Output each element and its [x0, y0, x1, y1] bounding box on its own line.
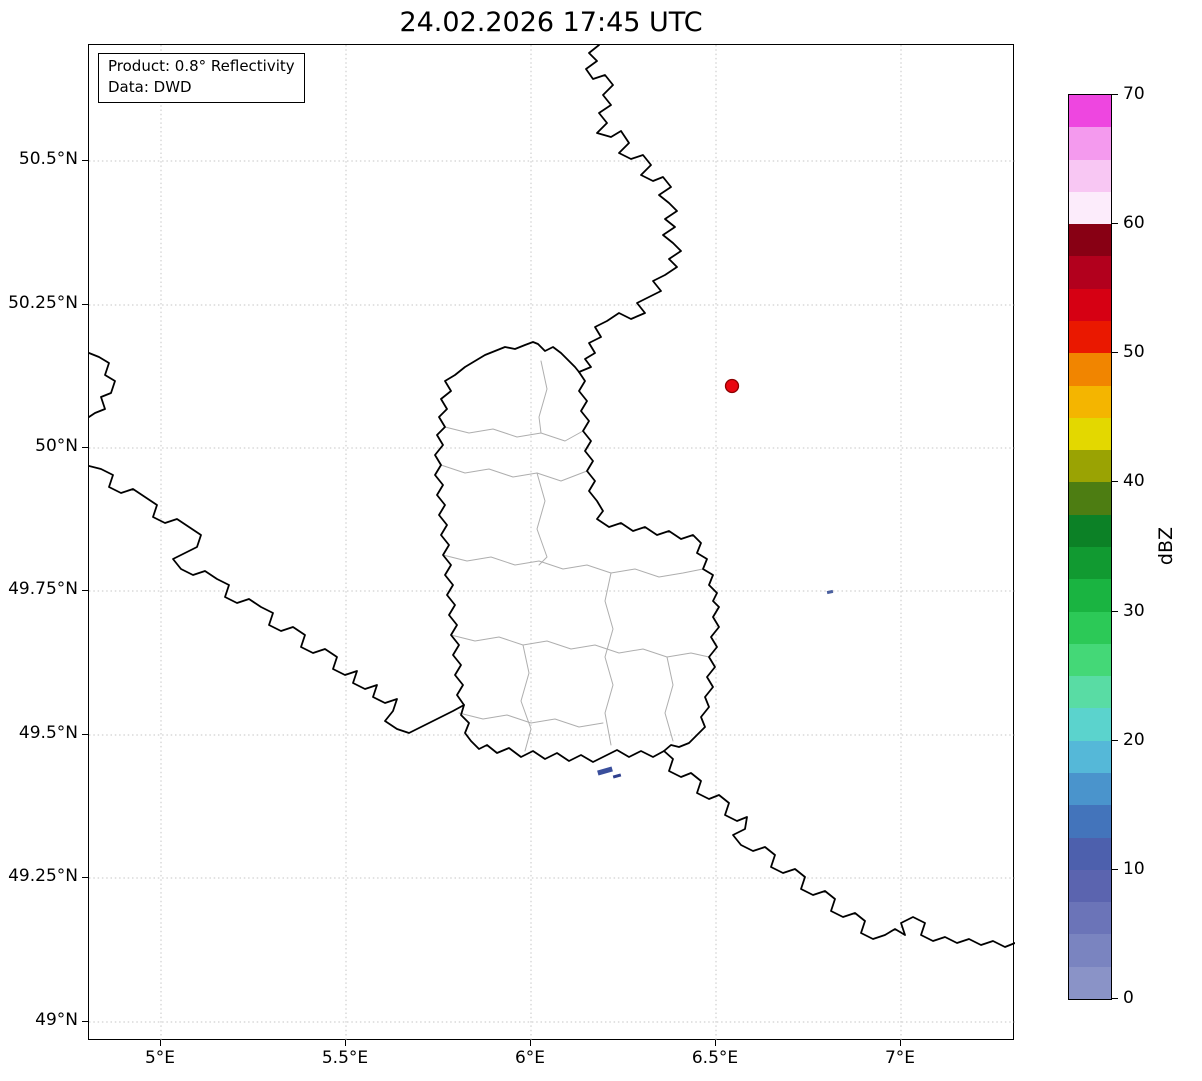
colorbar-segment: [1069, 578, 1111, 612]
belgium-germany-border: [578, 45, 682, 373]
colorbar-segment: [1069, 707, 1111, 741]
colorbar-tick-mark: [1111, 94, 1118, 95]
x-tick-mark: [900, 1040, 901, 1046]
canton-border: [442, 554, 704, 578]
info-product-line: Product: 0.8° Reflectivity: [108, 57, 295, 75]
colorbar-segment: [1069, 804, 1111, 838]
colorbar-segment: [1069, 481, 1111, 515]
france-belgium-border: [89, 465, 465, 734]
x-tick-label: 6°E: [514, 1048, 546, 1068]
plot-area: Product: 0.8° Reflectivity Data: DWD: [88, 44, 1015, 1041]
colorbar-segment: [1069, 514, 1111, 547]
colorbar-segment: [1069, 126, 1111, 160]
canton-border: [664, 656, 674, 742]
y-tick-mark: [82, 1021, 88, 1022]
canton-border: [440, 464, 588, 482]
france-germany-border: [663, 750, 1015, 948]
radar-echo-streak: [597, 766, 613, 776]
luxembourg-outline: [434, 341, 720, 763]
colorbar-segment: [1069, 417, 1111, 451]
colorbar-tick-label: 50: [1123, 342, 1145, 363]
colorbar-tick-label: 40: [1123, 471, 1145, 492]
colorbar-tick-label: 20: [1123, 729, 1145, 750]
colorbar-segment: [1069, 610, 1111, 644]
y-tick-mark: [82, 160, 88, 161]
y-tick-label: 50.25°N: [8, 293, 78, 313]
colorbar-segment: [1069, 191, 1111, 225]
plot-title: 24.02.2026 17:45 UTC: [399, 7, 703, 38]
x-tick-mark: [160, 1040, 161, 1046]
colorbar-tick-mark: [1111, 998, 1118, 999]
info-source-line: Data: DWD: [108, 78, 192, 96]
colorbar-tick-mark: [1111, 739, 1118, 741]
colorbar-segment: [1069, 449, 1111, 483]
givet-salient-border: [89, 352, 116, 418]
colorbar-tick-label: 0: [1123, 988, 1134, 1008]
colorbar-segment: [1069, 352, 1111, 386]
map-svg: [89, 45, 1015, 1041]
y-tick-label: 49.25°N: [8, 866, 78, 886]
colorbar-segment: [1069, 966, 1111, 999]
colorbar-segment: [1069, 901, 1111, 935]
x-tick-label: 7°E: [884, 1048, 916, 1068]
radar-site-marker: [724, 378, 740, 394]
y-tick-label: 49.5°N: [18, 723, 78, 743]
colorbar-segment: [1069, 836, 1111, 870]
colorbar-label: dBZ: [1155, 526, 1177, 566]
y-tick-mark: [82, 734, 88, 735]
canton-border: [520, 644, 532, 752]
x-tick-label: 5.5°E: [321, 1048, 369, 1068]
colorbar-segment: [1069, 95, 1111, 128]
colorbar-segment: [1069, 223, 1111, 257]
x-tick-mark: [715, 1040, 716, 1046]
canton-border: [458, 712, 604, 728]
y-tick-label: 49°N: [35, 1010, 78, 1030]
colorbar-segment: [1069, 384, 1111, 418]
colorbar-segment: [1069, 740, 1111, 773]
canton-border: [604, 572, 614, 746]
colorbar-segment: [1069, 288, 1111, 321]
colorbar-tick-mark: [1111, 610, 1118, 612]
colorbar-tick-label: 60: [1123, 213, 1145, 234]
y-tick-label: 50.5°N: [18, 149, 78, 169]
canton-border: [444, 426, 584, 442]
canton-border: [536, 472, 548, 566]
y-tick-label: 49.75°N: [8, 579, 78, 599]
info-box: Product: 0.8° Reflectivity Data: DWD: [98, 53, 305, 103]
colorbar-tick-label: 10: [1123, 858, 1145, 879]
colorbar-segment: [1069, 643, 1111, 677]
x-tick-mark: [345, 1040, 346, 1046]
colorbar-segment: [1069, 255, 1111, 289]
y-tick-mark: [82, 590, 88, 591]
colorbar-segment: [1069, 158, 1111, 192]
colorbar-tick-label: 30: [1123, 600, 1145, 621]
colorbar-tick-label: 70: [1123, 84, 1145, 104]
colorbar-tick-mark: [1111, 481, 1118, 483]
colorbar-segment: [1069, 772, 1111, 806]
y-tick-mark: [82, 304, 88, 305]
colorbar-segment: [1069, 675, 1111, 709]
x-tick-label: 6.5°E: [691, 1048, 739, 1068]
radar-echo-dot: [826, 589, 834, 595]
radar-echo-streak-2: [612, 773, 622, 779]
colorbar-segment: [1069, 546, 1111, 580]
canton-border: [450, 634, 710, 658]
x-tick-mark: [530, 1040, 531, 1046]
y-tick-label: 50°N: [35, 436, 78, 456]
colorbar-segment: [1069, 933, 1111, 967]
colorbar-tick-mark: [1111, 223, 1118, 225]
colorbar-segment: [1069, 320, 1111, 354]
colorbar: [1068, 94, 1112, 1000]
y-tick-mark: [82, 877, 88, 878]
colorbar-tick-mark: [1111, 868, 1118, 870]
colorbar-segment: [1069, 869, 1111, 903]
canton-border: [538, 360, 548, 434]
x-tick-label: 5°E: [144, 1048, 176, 1068]
colorbar-tick-mark: [1111, 352, 1118, 354]
y-tick-mark: [82, 447, 88, 448]
